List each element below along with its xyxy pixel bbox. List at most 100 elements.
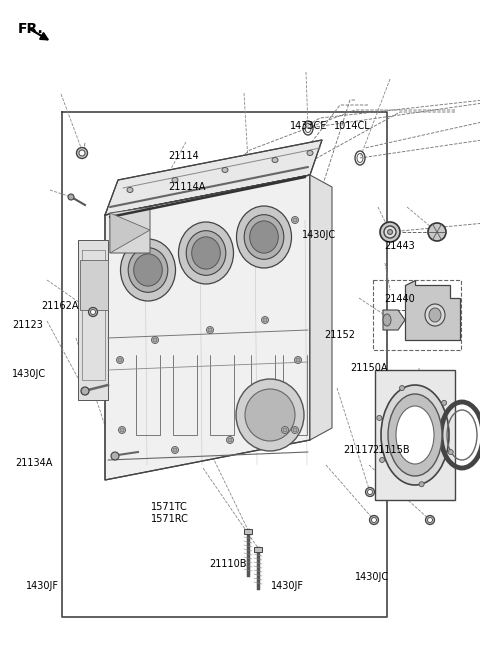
Text: 21114A: 21114A [168,182,205,193]
Ellipse shape [245,389,295,441]
Ellipse shape [237,206,291,268]
Ellipse shape [171,447,179,453]
Ellipse shape [192,237,220,269]
Ellipse shape [173,448,177,452]
Ellipse shape [117,357,123,363]
Ellipse shape [76,148,87,158]
Text: 21134A: 21134A [15,458,53,468]
Ellipse shape [396,406,434,464]
Ellipse shape [116,228,120,232]
Polygon shape [110,207,150,253]
Text: 21115B: 21115B [372,445,409,455]
Text: 1430JF: 1430JF [271,581,304,591]
Text: 21150A: 21150A [350,363,388,373]
Text: 1430JC: 1430JC [302,230,336,240]
Text: 21117: 21117 [343,445,374,455]
Polygon shape [254,547,262,552]
Ellipse shape [88,307,97,317]
Ellipse shape [383,314,391,326]
Ellipse shape [79,150,85,156]
Ellipse shape [250,221,278,253]
Text: 1430JC: 1430JC [355,572,389,582]
Ellipse shape [236,379,304,451]
Ellipse shape [91,309,96,315]
Ellipse shape [307,150,313,156]
Ellipse shape [134,254,162,286]
Ellipse shape [172,177,178,183]
Text: 21443: 21443 [384,241,415,252]
Polygon shape [80,260,108,310]
Ellipse shape [222,168,228,173]
Ellipse shape [399,386,405,390]
Text: 21152: 21152 [324,330,355,340]
Ellipse shape [68,194,74,200]
Ellipse shape [425,516,434,524]
Ellipse shape [111,452,119,460]
Polygon shape [105,175,310,480]
Ellipse shape [118,358,122,362]
Ellipse shape [370,516,379,524]
Ellipse shape [283,428,287,432]
Ellipse shape [291,217,299,223]
Ellipse shape [81,387,89,395]
Text: FR.: FR. [18,22,44,36]
Ellipse shape [387,229,393,235]
Ellipse shape [295,357,301,363]
Ellipse shape [272,158,278,162]
Text: 1014CL: 1014CL [334,121,371,131]
Ellipse shape [281,426,288,434]
Ellipse shape [448,449,453,455]
Ellipse shape [419,482,424,487]
Text: 21114: 21114 [168,151,199,162]
Ellipse shape [428,223,446,241]
Polygon shape [310,175,332,440]
Ellipse shape [186,231,226,275]
Ellipse shape [244,215,284,260]
Ellipse shape [380,222,400,242]
Text: 1571RC: 1571RC [151,514,189,524]
Text: 1430JF: 1430JF [26,581,60,591]
Ellipse shape [368,489,372,495]
Text: 1433CE: 1433CE [290,121,328,131]
Polygon shape [383,310,405,330]
Polygon shape [110,213,150,253]
Ellipse shape [365,487,374,497]
Text: 21110B: 21110B [209,558,246,569]
Ellipse shape [425,304,445,326]
Ellipse shape [429,308,441,322]
Polygon shape [405,280,460,340]
Ellipse shape [381,385,449,485]
Text: 21162A: 21162A [41,300,78,311]
Text: 21123: 21123 [12,320,43,330]
Ellipse shape [119,426,125,434]
Ellipse shape [293,218,297,222]
Ellipse shape [388,394,442,476]
Ellipse shape [442,400,446,405]
Ellipse shape [263,318,267,322]
Polygon shape [244,529,252,534]
Ellipse shape [120,428,124,432]
Ellipse shape [153,338,157,342]
Ellipse shape [377,415,382,420]
Polygon shape [105,140,322,215]
Ellipse shape [208,328,212,332]
Text: 21440: 21440 [384,294,415,304]
Text: 1571TC: 1571TC [151,502,188,512]
Ellipse shape [206,327,214,334]
Ellipse shape [293,428,297,432]
Ellipse shape [127,187,133,193]
Ellipse shape [428,518,432,522]
Ellipse shape [179,222,233,284]
Ellipse shape [228,438,232,442]
Polygon shape [375,370,455,500]
Ellipse shape [384,226,396,238]
Ellipse shape [262,317,268,323]
Polygon shape [78,240,108,400]
Ellipse shape [291,426,299,434]
Ellipse shape [152,336,158,344]
Text: 1430JC: 1430JC [12,369,46,380]
Ellipse shape [372,518,376,522]
Ellipse shape [120,239,176,301]
Ellipse shape [128,248,168,292]
Ellipse shape [380,457,384,463]
